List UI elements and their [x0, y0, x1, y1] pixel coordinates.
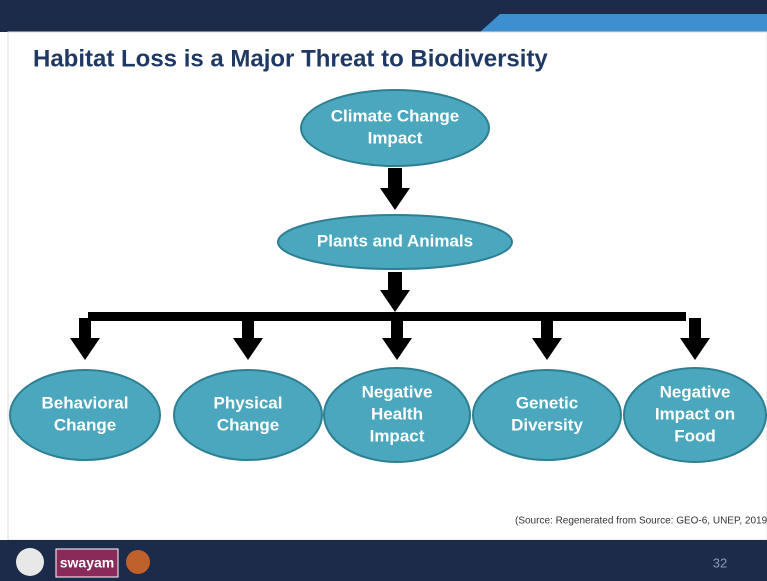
horizontal-bar	[88, 312, 686, 321]
arrow-stem	[541, 318, 553, 340]
arrow-stem	[391, 318, 403, 340]
node-label: Plants and Animals	[317, 231, 473, 250]
node: Plants and Animals	[277, 214, 513, 270]
node-shape	[472, 369, 622, 461]
node-shape	[623, 367, 767, 463]
node-shape	[277, 214, 513, 270]
node: Negative Impact on Food	[623, 367, 767, 463]
node-label: Change	[217, 415, 279, 434]
top-bar-accent	[480, 14, 767, 32]
arrow-head	[382, 338, 412, 360]
node-shape	[323, 367, 471, 463]
node-label: Diversity	[511, 415, 583, 434]
node: Climate Change Impact	[300, 89, 490, 167]
node-label: Negative	[660, 382, 731, 401]
arrow-stem	[388, 168, 402, 190]
node-label: Physical	[214, 393, 283, 412]
branch-arrows	[70, 318, 710, 360]
node-label: Impact	[368, 128, 423, 147]
node-shape	[173, 369, 323, 461]
node-label: Negative	[362, 382, 433, 401]
node: Behavioral Change	[9, 369, 161, 461]
node-label: Change	[54, 415, 116, 434]
connectors	[88, 168, 686, 321]
node-shape	[300, 89, 490, 167]
logo-nptel	[126, 550, 150, 574]
node: Genetic Diversity	[472, 369, 622, 461]
page-number: 32	[713, 555, 727, 570]
logo-text: swayam	[60, 555, 114, 571]
arrow-stem	[242, 318, 254, 340]
arrow-head	[380, 188, 410, 210]
title: Habitat Loss is a Major Threat to Biodiv…	[33, 45, 548, 72]
arrow-stem	[79, 318, 91, 340]
arrow-head	[532, 338, 562, 360]
node-label: Impact	[370, 426, 425, 445]
arrow-head	[680, 338, 710, 360]
nodes: Climate Change Impact Plants and Animals Be…	[9, 89, 767, 463]
node-label: Health	[371, 404, 423, 423]
logo-emblem	[16, 548, 44, 576]
node: Negative Health Impact	[323, 367, 471, 463]
node-shape	[9, 369, 161, 461]
source-note: (Source: Regenerated from Source: GEO-6,…	[515, 516, 767, 527]
node-label: Food	[674, 426, 716, 445]
arrow-head	[380, 290, 410, 312]
node-label: Behavioral	[42, 393, 129, 412]
node-label: Impact on	[655, 404, 735, 423]
node-label: Climate Change	[331, 106, 459, 125]
arrow-stem	[388, 272, 402, 292]
node-label: Genetic	[516, 393, 578, 412]
node: Physical Change	[173, 369, 323, 461]
logo-box	[55, 548, 119, 578]
arrow-stem	[689, 318, 701, 340]
arrow-head	[233, 338, 263, 360]
arrow-head	[70, 338, 100, 360]
